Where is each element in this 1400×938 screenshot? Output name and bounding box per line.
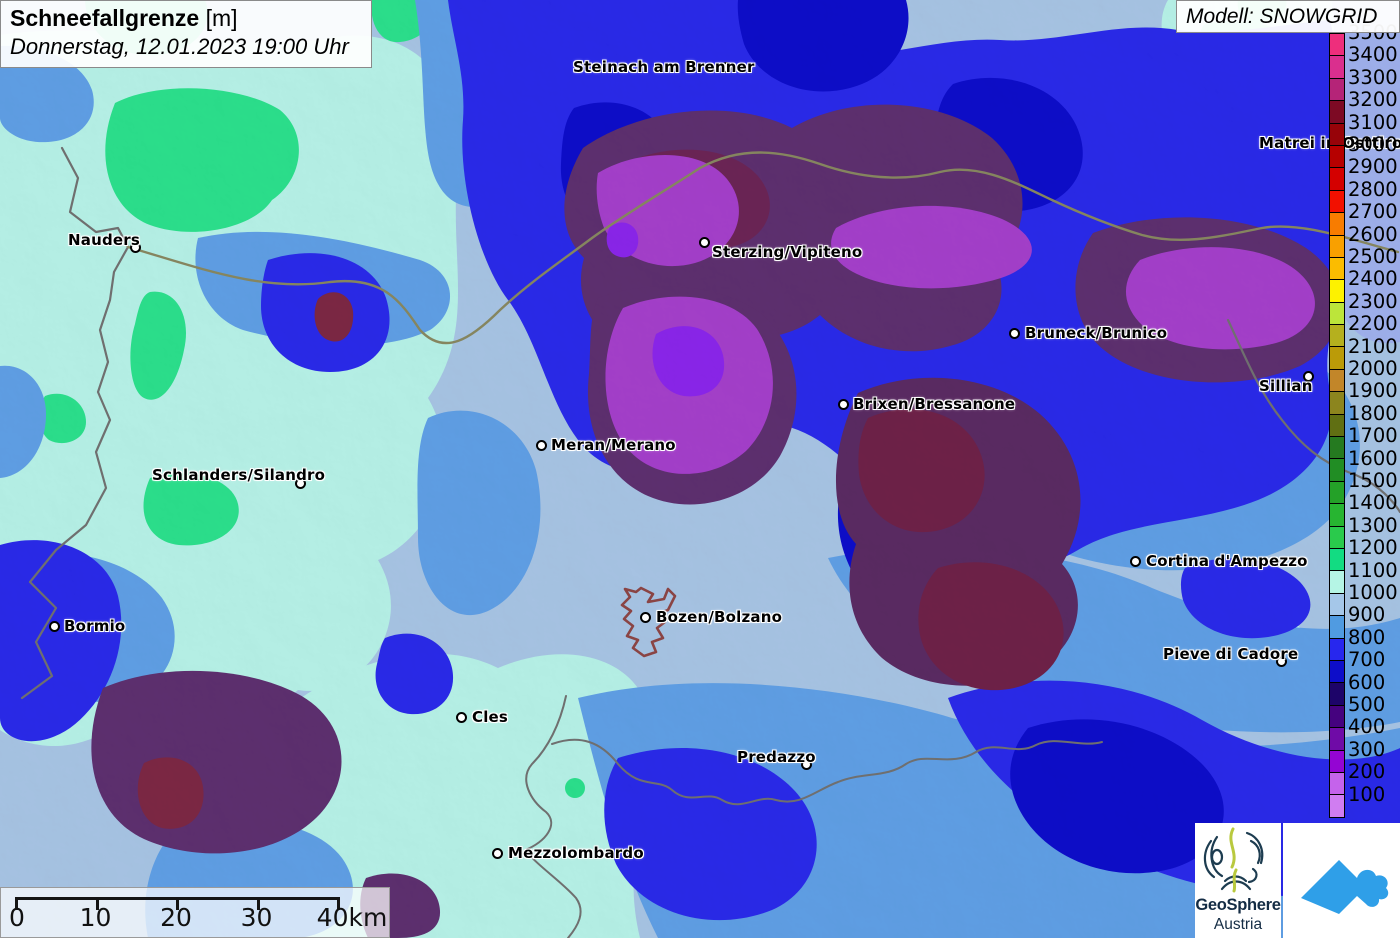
legend-cell	[1330, 369, 1344, 393]
legend-cell	[1330, 772, 1344, 796]
legend-cell	[1330, 616, 1344, 639]
scalebar-tick-label: 40km	[316, 903, 388, 932]
legend-cell	[1330, 347, 1344, 370]
legend-cell	[1330, 638, 1344, 661]
legend-bar	[1329, 33, 1345, 818]
title-box: Schneefallgrenze [m] Donnerstag, 12.01.2…	[0, 0, 372, 68]
scalebar-tick	[15, 897, 18, 910]
legend-cell	[1330, 683, 1344, 706]
legend-cell	[1330, 414, 1344, 438]
legend-cell	[1330, 660, 1344, 684]
city-marker	[720, 61, 732, 73]
city-marker	[48, 620, 60, 632]
legend-cell	[1330, 190, 1344, 214]
title-unit: [m]	[199, 5, 238, 31]
city-label: Mezzolombardo	[508, 844, 644, 862]
legend-cell	[1330, 437, 1344, 460]
scalebar-tick	[176, 897, 179, 910]
legend-cell	[1330, 392, 1344, 415]
legend-cell	[1330, 795, 1344, 817]
legend-cell	[1330, 504, 1344, 527]
scalebar: 0 10 20 30 40km	[0, 887, 390, 938]
city-marker	[1302, 370, 1314, 382]
city-label: Brixen/Bressanone	[853, 395, 1016, 413]
legend-cell	[1330, 302, 1344, 326]
map-valid-time: Donnerstag, 12.01.2023 19:00 Uhr	[10, 34, 349, 59]
legend-cell	[1330, 168, 1344, 191]
legend-cell	[1330, 526, 1344, 549]
city-marker	[455, 711, 467, 723]
scalebar-tick	[256, 897, 260, 910]
legend-cell	[1330, 123, 1344, 146]
legend-cell	[1330, 145, 1344, 169]
scalebar-tick-label: 30	[240, 903, 273, 932]
city-marker	[129, 241, 141, 253]
title-parameter: Schneefallgrenze	[10, 5, 200, 31]
legend-cell	[1330, 257, 1344, 281]
scalebar-tick-label: 10	[79, 903, 112, 932]
mountain-cloud-icon	[1301, 860, 1389, 914]
city-marker	[1346, 137, 1358, 149]
legend-cell	[1330, 593, 1344, 617]
legend-cell	[1330, 705, 1344, 729]
legend-cell	[1330, 101, 1344, 124]
legend-cell	[1330, 728, 1344, 751]
city-label: Steinach am Brenner	[573, 58, 755, 76]
model-box: Modell: SNOWGRID	[1176, 0, 1400, 33]
scalebar-tick-label: 20	[160, 903, 192, 932]
geosphere-country: Austria	[1213, 916, 1263, 933]
legend-cell	[1330, 548, 1344, 572]
legend-cell	[1330, 56, 1344, 79]
city-label: Pieve di Cadore	[1163, 645, 1299, 663]
city-marker	[294, 477, 306, 489]
legend-cell	[1330, 34, 1344, 57]
city-label: Cles	[472, 708, 509, 726]
geosphere-name: GeoSphere	[1195, 896, 1281, 914]
legend-cell	[1330, 481, 1344, 505]
map-title: Schneefallgrenze [m]	[10, 5, 361, 32]
city-label: Nauders	[68, 231, 140, 249]
city-marker	[1008, 327, 1020, 339]
scalebar-tick-label: 0	[9, 903, 25, 932]
border-lines	[20, 146, 1400, 938]
city-label: Bruneck/Brunico	[1025, 324, 1168, 342]
mountain-cloud-logo-box	[1283, 823, 1400, 938]
legend-cell	[1330, 750, 1344, 773]
geosphere-swirl-icon	[1203, 827, 1264, 893]
legend-cell	[1330, 235, 1344, 258]
legend-cell	[1330, 459, 1344, 482]
city-marker	[1129, 555, 1141, 567]
city-marker	[837, 398, 849, 410]
scalebar-tick	[337, 897, 340, 910]
city-label: Bozen/Bolzano	[656, 608, 783, 626]
legend-cell	[1330, 325, 1344, 348]
city-label: Predazzo	[737, 748, 816, 766]
city-marker	[1275, 655, 1287, 667]
city-marker	[800, 758, 812, 770]
city-label: Bormio	[64, 617, 126, 635]
city-marker	[535, 439, 547, 451]
bozen-city-boundary	[620, 586, 677, 658]
city-label: Schlanders/Silandro	[152, 466, 326, 484]
city-label: Meran/Merano	[551, 436, 676, 454]
legend-cell	[1330, 78, 1344, 102]
city-label: Cortina d'Ampezzo	[1146, 552, 1308, 570]
legend-cell	[1330, 571, 1344, 594]
city-marker	[698, 236, 710, 248]
scalebar-tick	[95, 897, 99, 910]
city-label: Sterzing/Vipiteno	[712, 243, 863, 261]
legend-cell	[1330, 280, 1344, 303]
city-label: Sillian	[1259, 377, 1313, 395]
legend-cell	[1330, 213, 1344, 236]
geosphere-logo-box: GeoSphere Austria	[1195, 823, 1281, 938]
city-marker	[639, 611, 651, 623]
city-marker	[491, 847, 503, 859]
